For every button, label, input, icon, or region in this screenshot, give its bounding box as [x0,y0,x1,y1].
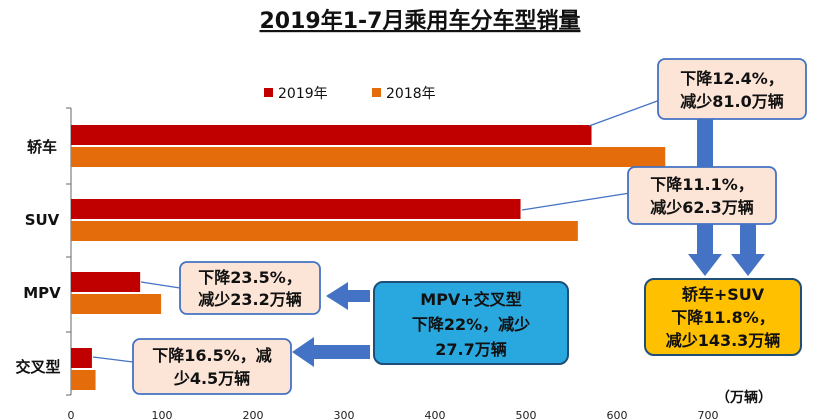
category-label-mpv: MPV [23,284,61,302]
bar-sedan-2018 [71,147,666,167]
legend-swatch-2019 [264,88,273,97]
callout-mpv-line1: 下降23.5%， [198,268,302,287]
crossover-connector-line [92,356,134,363]
bars [71,125,666,390]
summary-mpv-crossover: MPV+交叉型 下降22%，减少 27.7万辆 [373,281,569,365]
summary-mpv-crossover-line3: 27.7万辆 [435,340,506,359]
callout-mpv-line2: 减少23.2万辆 [198,290,301,309]
legend-swatch-2018 [372,88,381,97]
x-tick-label: 600 [607,409,628,420]
chart-title: 2019年1-7月乘用车分车型销量 [260,8,581,34]
category-label-sedan: 轿车 [27,138,57,156]
mpv-left-arrow [326,282,370,310]
summary-sedan-suv-line2: 下降11.8%， [671,308,775,327]
legend-label-2018: 2018年 [386,86,436,102]
category-label-crossover: 交叉型 [15,358,60,376]
x-tick-label: 200 [243,409,264,420]
category-label-suv: SUV [25,211,60,229]
callout-crossover-line1: 下降16.5%，减 [152,346,272,365]
callout-sedan-line2: 减少81.0万辆 [680,92,783,111]
summary-sedan-suv: 轿车+SUV 下降11.8%， 减少143.3万辆 [644,278,802,356]
sedan-connector-line [588,99,661,127]
x-tick-label: 400 [425,409,446,420]
suv-connector-line [521,192,631,211]
callout-crossover-line2: 少4.5万辆 [173,369,250,388]
bar-sedan-2019 [71,125,592,145]
x-tick-label: 100 [152,409,173,420]
callout-crossover: 下降16.5%，减 少4.5万辆 [132,338,292,395]
x-tick-label: 300 [334,409,355,420]
bar-crossover-2018 [71,370,96,390]
summary-mpv-crossover-line2: 下降22%，减少 [412,315,530,334]
callout-suv-line2: 减少62.3万辆 [650,198,753,217]
mpv-connector-line [140,281,181,289]
y-axis-ticks [66,107,71,396]
legend: 2019年 2018年 [264,86,436,102]
bar-mpv-2019 [71,272,141,292]
suv-down-arrow [731,220,765,276]
callout-sedan-line1: 下降12.4%， [680,69,784,88]
callout-sedan: 下降12.4%， 减少81.0万辆 [657,58,807,120]
crossover-left-arrow [292,337,370,367]
x-axis-ticks: 0 100 200 300 400 500 600 700 [68,409,719,420]
callout-suv: 下降11.1%， 减少62.3万辆 [627,166,777,225]
unit-label: （万辆） [716,389,772,406]
x-tick-label: 500 [516,409,537,420]
bar-suv-2018 [71,221,578,241]
summary-sedan-suv-line1: 轿车+SUV [682,285,765,304]
legend-label-2019: 2019年 [278,86,328,102]
bar-mpv-2018 [71,294,162,314]
x-tick-label: 700 [698,409,719,420]
x-tick-label: 0 [68,409,75,420]
summary-mpv-crossover-line1: MPV+交叉型 [420,290,521,309]
summary-sedan-suv-line3: 减少143.3万辆 [666,331,781,350]
bar-crossover-2019 [71,348,92,368]
bar-suv-2019 [71,199,521,219]
callout-mpv: 下降23.5%， 减少23.2万辆 [179,261,321,315]
callout-suv-line1: 下降11.1%， [650,175,754,194]
